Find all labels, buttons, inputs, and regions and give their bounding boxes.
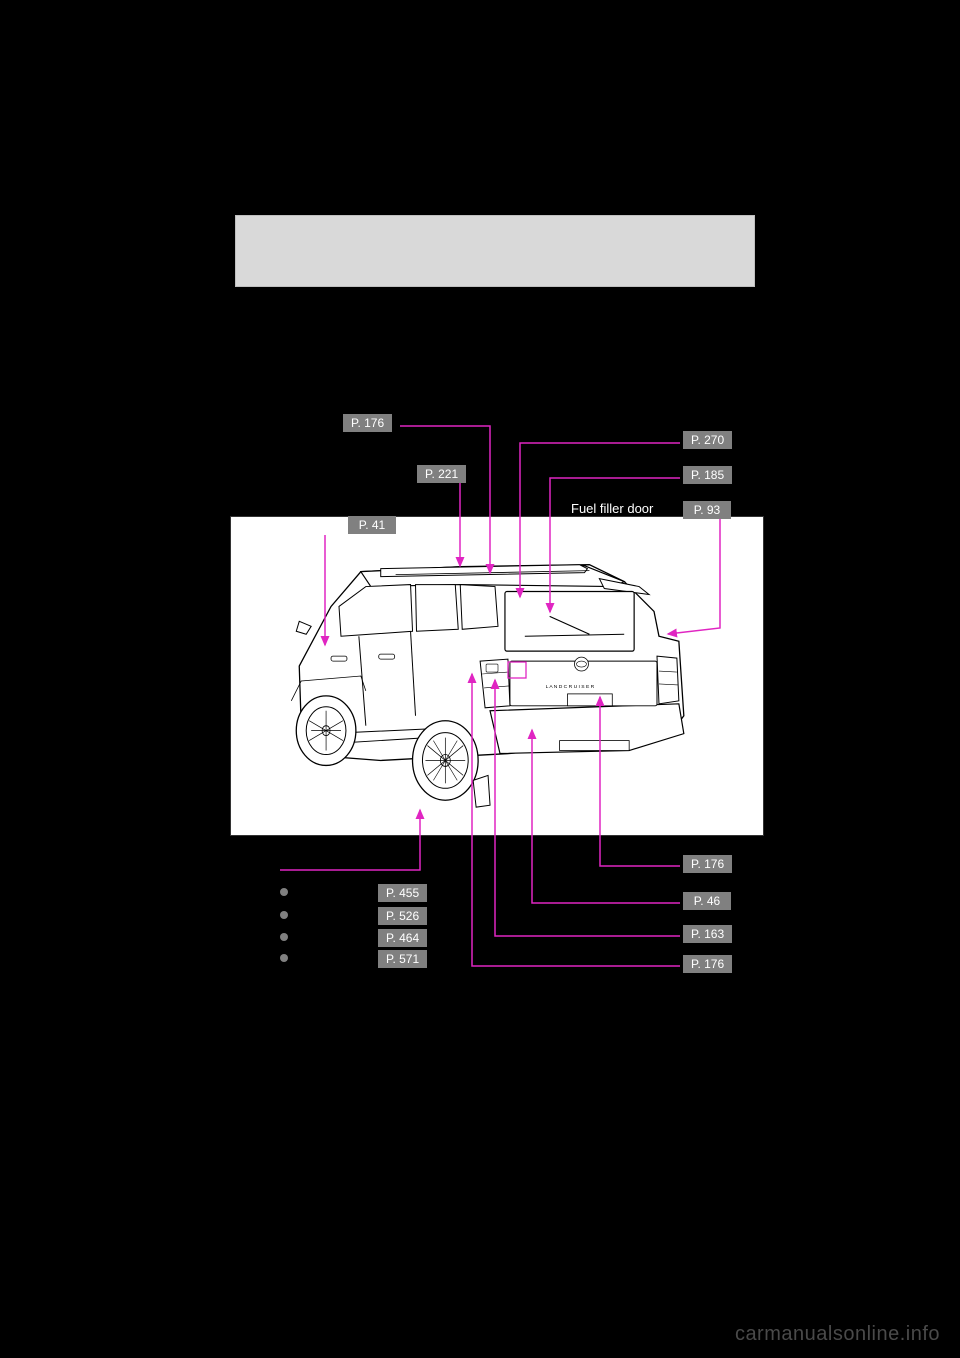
svg-text:L A N D C R U I S E R: L A N D C R U I S E R <box>546 684 595 690</box>
callout-text: P. 46 <box>694 894 720 908</box>
bullet-2 <box>280 911 288 919</box>
callout-text: P. 464 <box>386 931 419 945</box>
callout-p270: P. 270 <box>683 431 732 449</box>
bullet-3 <box>280 933 288 941</box>
callout-p185: P. 185 <box>683 466 732 484</box>
callout-p176-right: P. 176 <box>683 855 732 873</box>
bullet-4 <box>280 954 288 962</box>
callout-text: P. 270 <box>691 433 724 447</box>
header-bar <box>235 215 755 287</box>
callout-p464: P. 464 <box>378 929 427 947</box>
callout-text: P. 176 <box>351 416 384 430</box>
watermark-text: carmanualsonline.info <box>735 1323 940 1345</box>
callout-p221: P. 221 <box>417 465 466 483</box>
callout-p526: P. 526 <box>378 907 427 925</box>
callout-p176-bottom: P. 176 <box>683 955 732 973</box>
callout-text: P. 221 <box>425 467 458 481</box>
label-fuel-filler: Fuel filler door <box>571 501 653 516</box>
label-text: Fuel filler door <box>571 501 653 516</box>
callout-text: P. 41 <box>359 518 385 532</box>
callout-p163: P. 163 <box>683 925 732 943</box>
callout-p46: P. 46 <box>683 892 731 910</box>
callout-text: P. 93 <box>694 503 720 517</box>
callout-text: P. 526 <box>386 909 419 923</box>
bullet-1 <box>280 888 288 896</box>
watermark: carmanualsonline.info <box>735 1323 940 1346</box>
callout-text: P. 455 <box>386 886 419 900</box>
callout-p41: P. 41 <box>348 516 396 534</box>
callout-text: P. 571 <box>386 952 419 966</box>
callout-text: P. 185 <box>691 468 724 482</box>
callout-p93: P. 93 <box>683 501 731 519</box>
callout-p571: P. 571 <box>378 950 427 968</box>
callout-text: P. 163 <box>691 927 724 941</box>
callout-text: P. 176 <box>691 957 724 971</box>
callout-p176-top: P. 176 <box>343 414 392 432</box>
label-side-door: Side door <box>280 517 336 532</box>
car-svg: L A N D C R U I S E R <box>231 517 763 835</box>
callout-text: P. 176 <box>691 857 724 871</box>
vehicle-illustration: L A N D C R U I S E R <box>230 516 764 836</box>
label-text: Side door <box>280 517 336 532</box>
callout-p455: P. 455 <box>378 884 427 902</box>
